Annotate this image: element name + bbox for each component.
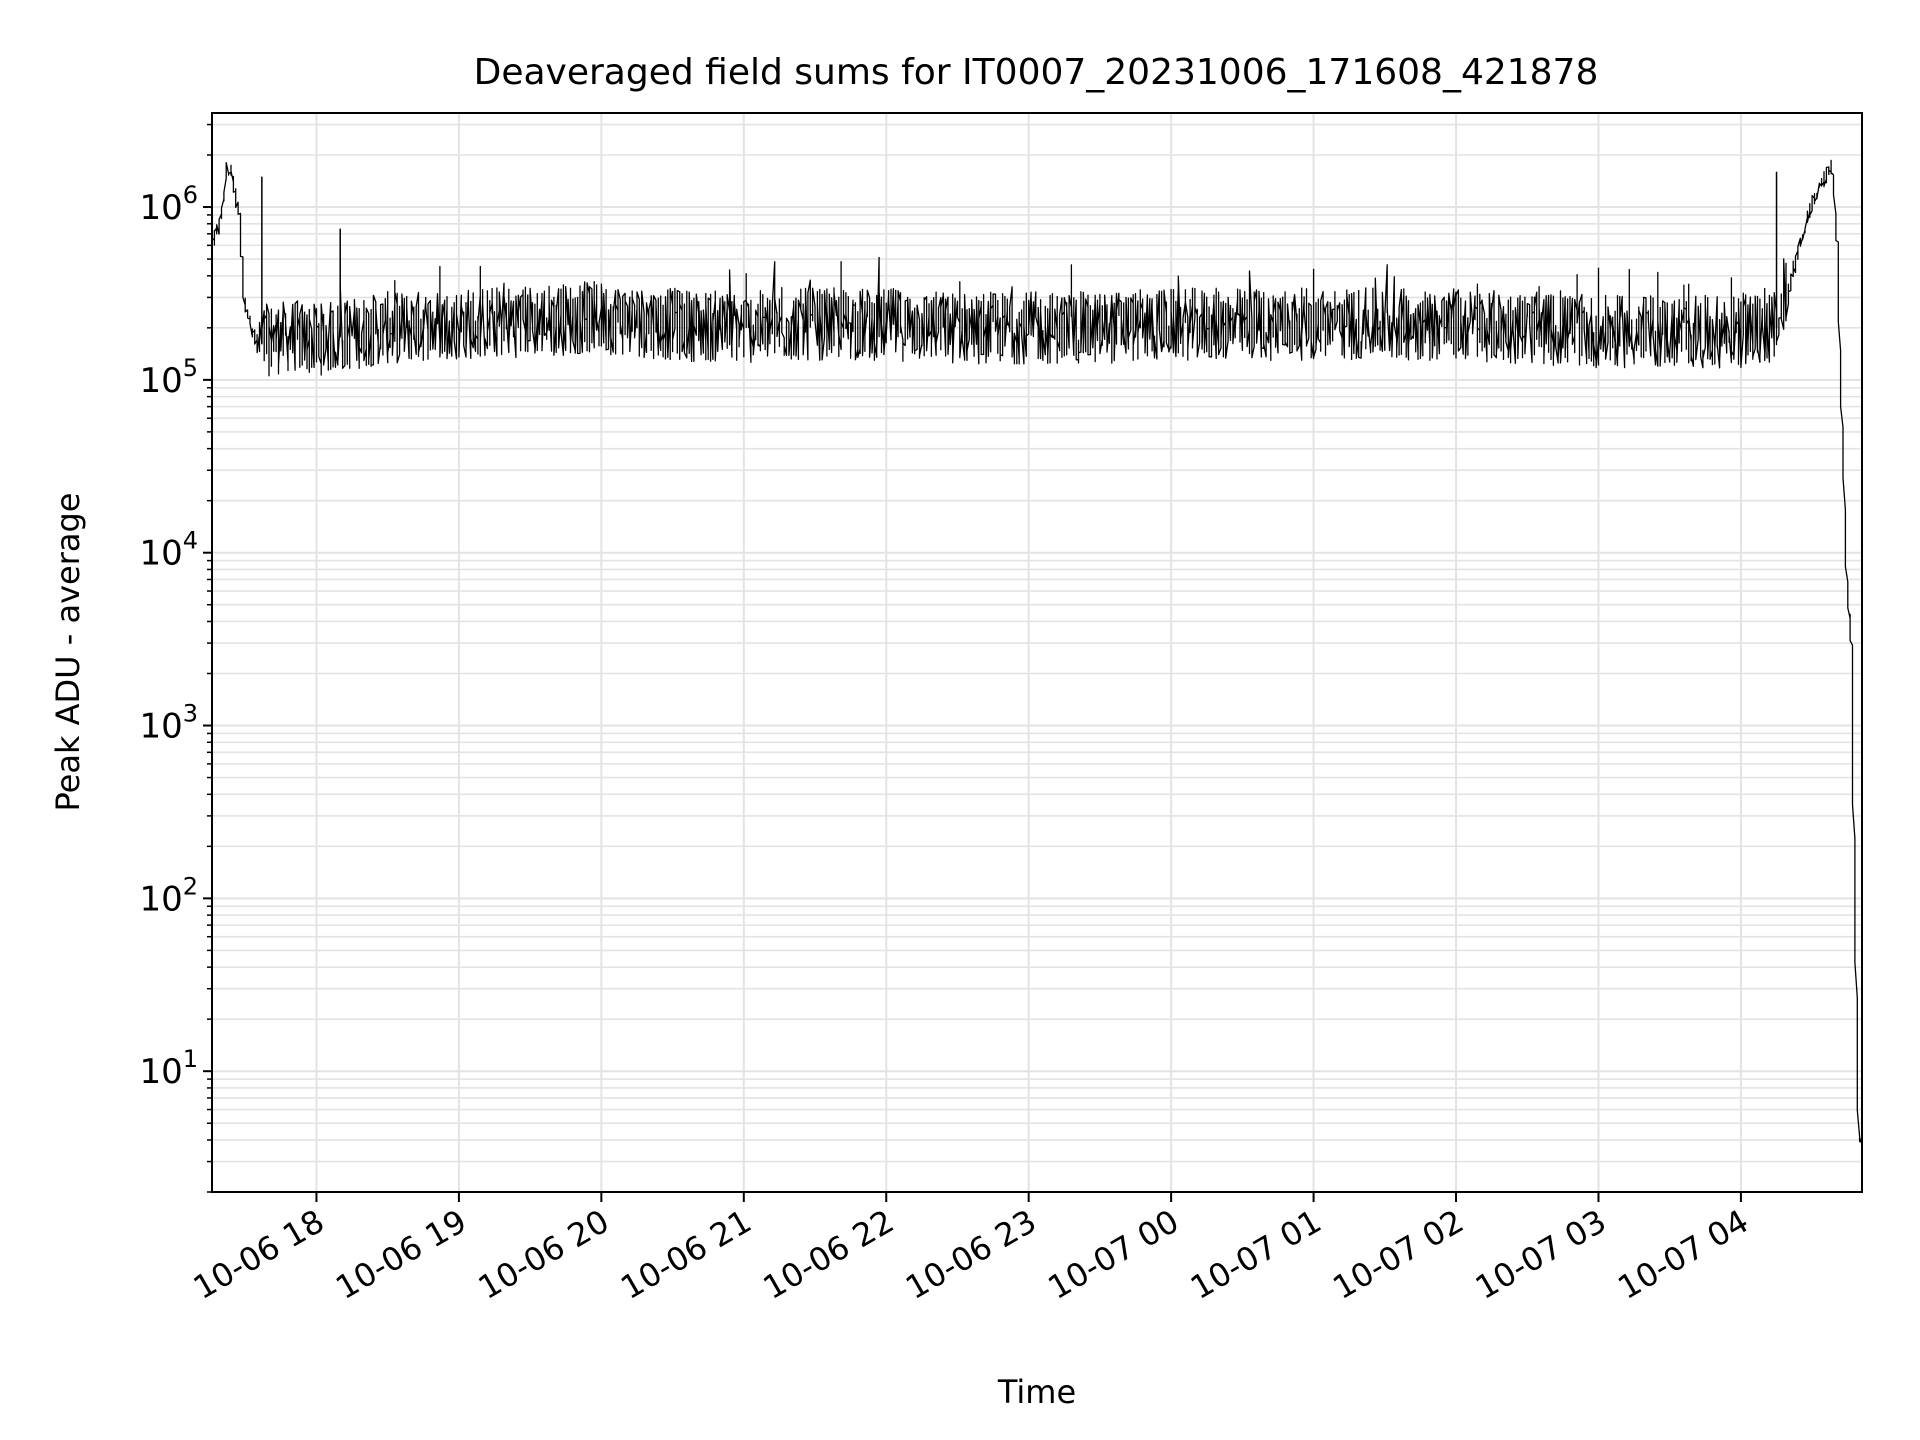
y-tick-exponent: 5	[183, 354, 198, 382]
data-line-group	[211, 159, 1863, 1146]
x-tick-label: 10-06 20	[472, 1202, 616, 1307]
grid	[212, 113, 1862, 1193]
y-axis-label: Peak ADU - average	[49, 493, 87, 812]
y-tick-base: 10	[139, 534, 182, 574]
x-tick-label: 10-06 23	[899, 1202, 1043, 1307]
x-axis-label: Time	[997, 1373, 1076, 1411]
x-tick-label: 10-06 18	[187, 1202, 331, 1307]
y-tick-base: 10	[139, 879, 182, 919]
y-tick-label: 105	[139, 354, 198, 401]
y-tick-base: 10	[139, 1052, 182, 1092]
y-tick-exponent: 3	[183, 700, 198, 728]
y-tick-base: 10	[139, 188, 182, 228]
y-tick-base: 10	[139, 707, 182, 747]
x-tick-label: 10-07 00	[1042, 1202, 1186, 1307]
x-tick-label: 10-07 02	[1326, 1202, 1470, 1307]
x-tick-label: 10-06 22	[757, 1202, 901, 1307]
y-tick-exponent: 2	[183, 872, 198, 900]
y-tick-base: 10	[139, 361, 182, 401]
data-line	[211, 159, 1863, 1146]
y-tick-label: 101	[139, 1045, 198, 1092]
y-tick-label: 104	[139, 527, 198, 574]
y-tick-exponent: 1	[183, 1045, 198, 1073]
y-tick-label: 103	[139, 700, 198, 747]
x-tick-label: 10-07 04	[1611, 1202, 1755, 1307]
x-tick-label: 10-07 01	[1184, 1202, 1328, 1307]
chart-title: Deaveraged field sums for IT0007_2023100…	[474, 52, 1599, 93]
y-tick-label: 106	[139, 181, 198, 228]
plot-frame	[211, 112, 1863, 1193]
y-tick-exponent: 4	[183, 527, 198, 555]
y-tick-exponent: 6	[183, 181, 198, 209]
x-tick-label: 10-06 19	[329, 1202, 473, 1307]
x-tick-label: 10-07 03	[1469, 1202, 1613, 1307]
x-tick-label: 10-06 21	[614, 1202, 758, 1307]
y-tick-label: 102	[139, 872, 198, 919]
